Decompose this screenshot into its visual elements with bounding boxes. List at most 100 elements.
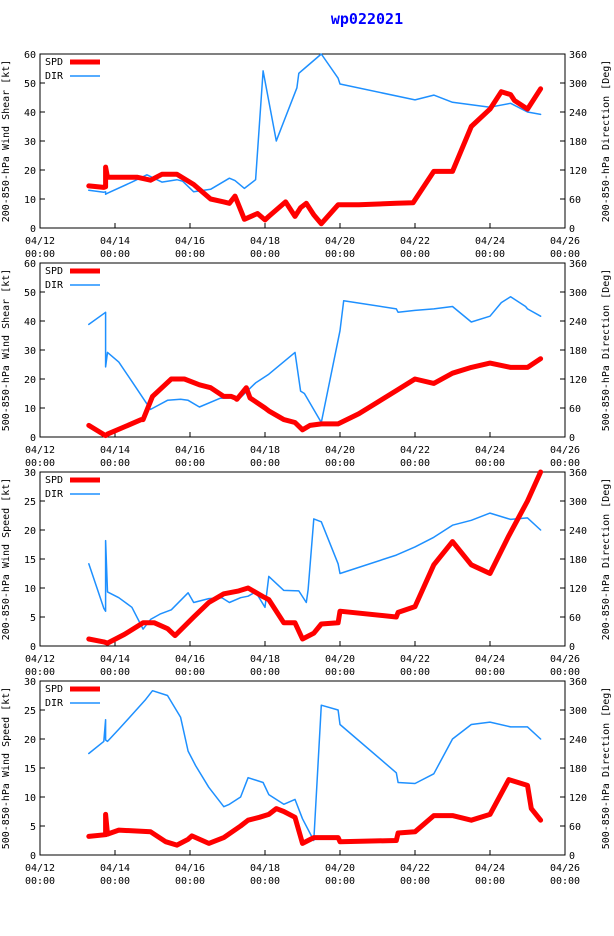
y-tick-label: 10 [24,584,36,595]
legend-spd-label: SPD [45,475,63,486]
x-tick-time: 00:00 [550,458,580,469]
legend-spd-label: SPD [45,684,63,695]
x-tick-time: 00:00 [475,458,505,469]
x-tick-date: 04/26 [550,654,580,665]
x-tick-date: 04/14 [100,654,130,665]
figure-title: wp022021 [331,10,403,28]
x-tick-time: 00:00 [175,249,205,260]
y2-tick-label: 360 [569,50,587,61]
x-tick-time: 00:00 [250,458,280,469]
y2-tick-label: 60 [569,404,581,415]
x-tick-date: 04/24 [475,654,505,665]
x-tick-time: 00:00 [175,876,205,887]
y-tick-label: 60 [24,50,36,61]
legend-dir-label: DIR [45,280,64,291]
y2-tick-label: 240 [569,317,587,328]
y-tick-label: 30 [24,137,36,148]
x-tick-date: 04/22 [400,236,430,247]
y2-tick-label: 300 [569,706,587,717]
y-tick-label: 50 [24,288,36,299]
y-axis-label: 500-850-hPa Wind Shear [kt] [1,269,12,432]
chart-panel-4: 05101520253006012018024030036004/1200:00… [1,677,612,887]
x-tick-time: 00:00 [550,667,580,678]
x-tick-time: 00:00 [250,876,280,887]
chart-panel-1: 0 10 20 30 40 50 60 0 60 120 180 240 300 360 04/12 00:0… [1,50,612,260]
y-tick-label: 5 [30,822,36,833]
y2-tick-label: 360 [569,677,587,688]
x-tick-time: 00:00 [400,458,430,469]
y2-tick-label: 180 [569,764,587,775]
legend-dir-label: DIR [45,698,64,709]
x-tick-time: 00:00 [475,667,505,678]
y2-tick-label: 0 [569,851,575,862]
plot-frame [39,262,566,438]
y2-tick-label: 300 [569,288,587,299]
y-tick-label: 15 [24,764,36,775]
x-tick-time: 00:00 [400,667,430,678]
y-tick-label: 10 [24,195,36,206]
y2-tick-label: 180 [569,137,587,148]
x-tick-date: 04/26 [550,863,580,874]
x-tick-date: 04/12 [25,236,55,247]
x-tick-date: 04/16 [175,654,205,665]
x-tick-date: 04/12 [25,654,55,665]
x-tick-time: 00:00 [550,249,580,260]
x-tick-time: 00:00 [475,249,505,260]
legend-spd-label: SPD [45,57,63,68]
x-tick-date: 04/16 [175,445,205,456]
y2-tick-label: 300 [569,79,587,90]
x-tick-time: 00:00 [250,249,280,260]
x-tick-date: 04/22 [400,445,430,456]
x-tick-time: 00:00 [175,458,205,469]
y2-tick-label: 0 [569,224,575,235]
x-tick-time: 00:00 [400,876,430,887]
x-tick-date: 04/18 [250,863,280,874]
spd-series-line [86,86,544,227]
y2-tick-label: 240 [569,526,587,537]
y-tick-label: 15 [24,555,36,566]
legend-dir-label: DIR [45,71,64,82]
plot-frame [39,53,566,229]
x-tick-date: 04/24 [475,863,505,874]
y2-tick-label: 0 [569,433,575,444]
x-tick-time: 00:00 [250,667,280,678]
y-tick-label: 60 [24,259,36,270]
x-tick-time: 00:00 [475,876,505,887]
y2-axis-label: 200-850-hPa Direction [Deg] [601,478,612,641]
x-tick-time: 00:00 [100,876,130,887]
x-tick-time: 00:00 [325,876,355,887]
y-tick-label: 0 [30,224,36,235]
x-tick-date: 04/14 [100,236,130,247]
y-axis-label: 200-850-hPa Wind Speed [kt] [1,478,12,641]
x-tick-time: 00:00 [25,667,55,678]
x-tick-date: 04/12 [25,445,55,456]
y2-tick-label: 120 [569,166,587,177]
dir-series-line [88,689,542,842]
x-tick-time: 00:00 [100,458,130,469]
y2-axis-label: 200-850-hPa Direction [Deg] [601,60,612,223]
y2-tick-label: 60 [569,613,581,624]
chart-panel-2: 0 10 20 30 40 50 60 0 60 120 180 240 300 360 04/12 00:0… [1,259,612,469]
y-tick-label: 20 [24,375,36,386]
spd-series-line [86,469,544,646]
y-tick-label: 40 [24,317,36,328]
dir-series-line [88,512,542,630]
x-tick-time: 00:00 [325,249,355,260]
x-tick-date: 04/18 [250,236,280,247]
x-tick-time: 00:00 [100,667,130,678]
x-tick-date: 04/16 [175,236,205,247]
x-tick-date: 04/20 [325,236,355,247]
x-tick-date: 04/16 [175,863,205,874]
x-tick-time: 00:00 [25,458,55,469]
x-tick-time: 00:00 [25,876,55,887]
y-tick-label: 10 [24,404,36,415]
x-tick-date: 04/18 [250,654,280,665]
chart-panel-3: 05101520253006012018024030036004/1200:00… [1,468,612,678]
y2-axis-label: 500-850-hPa Direction [Deg] [601,687,612,850]
x-tick-date: 04/14 [100,445,130,456]
y2-tick-label: 180 [569,346,587,357]
y-tick-label: 30 [24,468,36,479]
y2-tick-label: 120 [569,375,587,386]
y2-tick-label: 120 [569,584,587,595]
x-tick-date: 04/22 [400,863,430,874]
